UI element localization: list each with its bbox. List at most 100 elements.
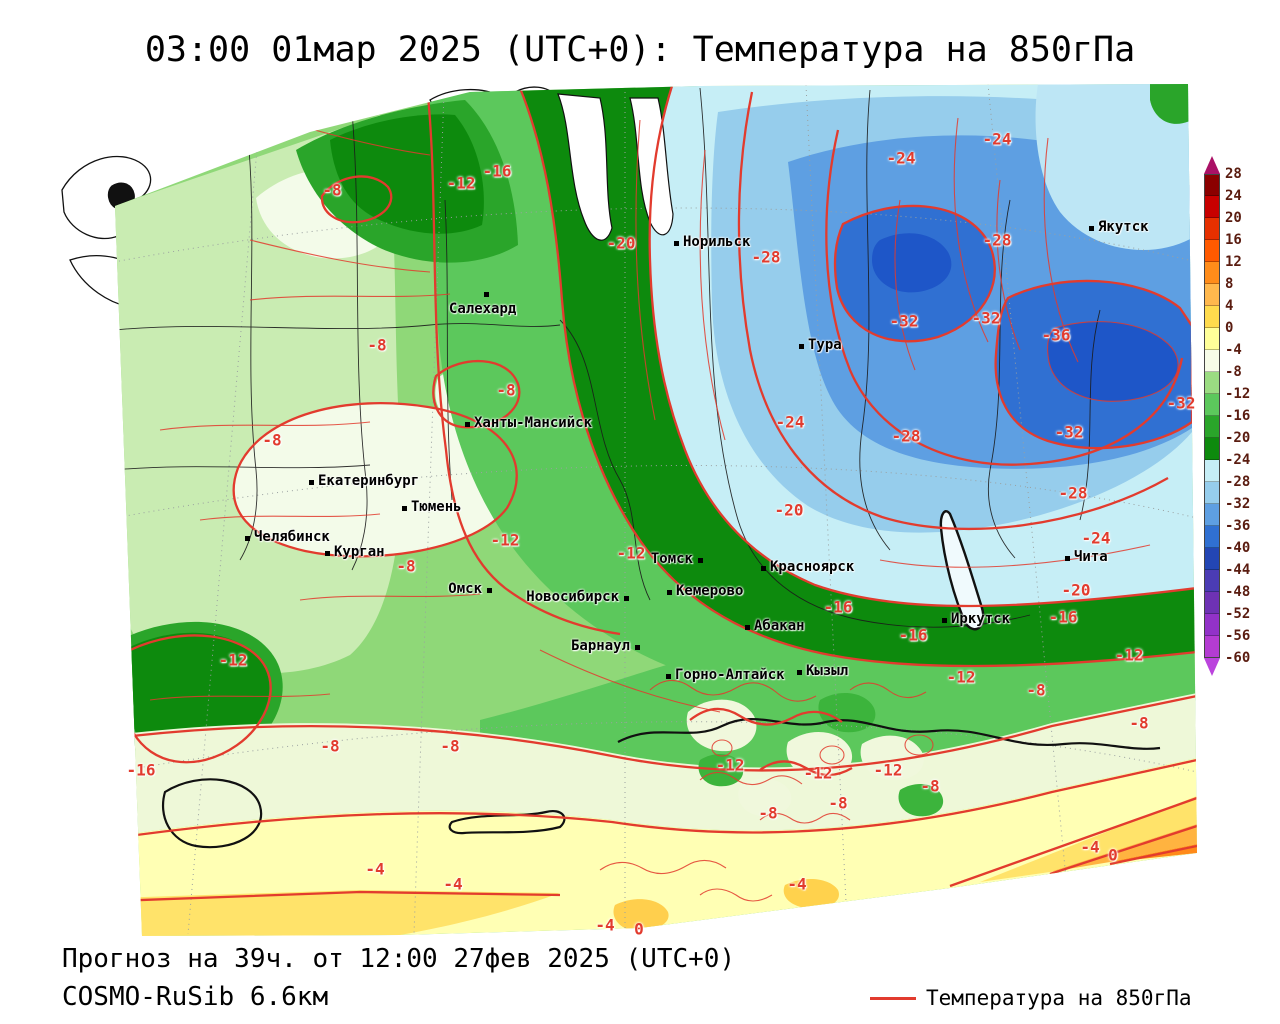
water-bodies	[557, 93, 985, 631]
isotherm-value-label: -28	[982, 230, 1012, 250]
colorbar-tick-label: -48	[1225, 584, 1251, 600]
isotherm-value-label: -8	[758, 803, 778, 823]
colorbar-segment	[1204, 218, 1220, 240]
city-marker	[799, 344, 804, 349]
isotherm-value-label: -8	[1026, 680, 1046, 700]
colorbar-tick-label: -24	[1225, 452, 1251, 468]
colorbar-tick-label: -44	[1225, 562, 1251, 578]
isotherm-value-label: -20	[774, 500, 804, 520]
map-legend: Температура на 850гПа	[870, 986, 1192, 1010]
isotherm-value-label: 0	[1108, 845, 1118, 865]
isotherm-value-label: -16	[898, 625, 928, 645]
city-marker	[666, 674, 671, 679]
city-marker	[635, 645, 640, 650]
colorbar-segment	[1204, 284, 1220, 306]
city-marker	[402, 506, 407, 511]
isotherm-value-label: -16	[126, 760, 156, 780]
isotherm-value-label: -8	[440, 736, 460, 756]
city-label: Чита	[1074, 549, 1108, 565]
colorbar-tick-label: 24	[1225, 188, 1242, 204]
city-label: Горно-Алтайск	[675, 667, 785, 683]
colorbar-tick-label: 28	[1225, 166, 1242, 182]
isotherm-value-label: -8	[320, 736, 340, 756]
isotherm-value-label: -32	[1166, 393, 1196, 413]
city-marker	[1089, 226, 1094, 231]
legend-label: Температура на 850гПа	[926, 986, 1192, 1010]
isotherm-lines-minor	[149, 117, 1179, 902]
city-label: Екатеринбург	[318, 473, 420, 489]
city-marker	[325, 551, 330, 556]
city-label: Кызыл	[806, 663, 849, 679]
city-marker	[674, 241, 679, 246]
colorbar-tick-label: 0	[1225, 320, 1234, 336]
isotherm-value-label: -8	[367, 335, 387, 355]
colorbar-segment	[1204, 240, 1220, 262]
colorbar-segment	[1204, 482, 1220, 504]
colorbar-arrow-up	[1204, 156, 1220, 174]
colorbar-segment	[1204, 350, 1220, 372]
colorbar-tick-label: -4	[1225, 342, 1242, 358]
city-label: Кемерово	[676, 583, 744, 599]
isotherm-value-label: -12	[715, 755, 745, 775]
city-label: Норильск	[683, 234, 751, 250]
city-marker	[698, 558, 703, 563]
isotherm-value-label: -32	[1054, 422, 1084, 442]
isotherm-value-label: -24	[982, 129, 1012, 149]
city-label: Тура	[808, 337, 842, 353]
isotherm-value-label: -8	[828, 793, 848, 813]
isotherm-value-label: -8	[920, 776, 940, 796]
isotherm-value-label: -36	[1041, 325, 1071, 345]
city-marker	[487, 588, 492, 593]
city-marker	[745, 625, 750, 630]
city-label: Тюмень	[411, 499, 462, 515]
colorbar-segment	[1204, 592, 1220, 614]
colorbar-tick-label: -16	[1225, 408, 1251, 424]
isotherm-value-label: -4	[595, 915, 615, 935]
colorbar-tick-label: 12	[1225, 254, 1242, 270]
colorbar-tick-label: -52	[1225, 606, 1251, 622]
isotherm-value-label: -12	[946, 667, 976, 687]
legend-isotherm-line	[870, 996, 916, 1000]
colorbar-tick-label: -8	[1225, 364, 1242, 380]
isotherm-value-label: -32	[971, 308, 1001, 328]
city-label: Иркутск	[951, 611, 1011, 627]
city-label: Барнаул	[570, 638, 630, 654]
isotherm-value-label: -12	[616, 543, 646, 563]
colorbar-segment	[1204, 394, 1220, 416]
colorbar-tick-label: 8	[1225, 276, 1234, 292]
city-label: Абакан	[754, 618, 805, 634]
colorbar-tick-label: -28	[1225, 474, 1251, 490]
city-marker	[667, 590, 672, 595]
isotherm-value-label: 0	[634, 919, 644, 939]
colorbar-segment	[1204, 548, 1220, 570]
isotherm-value-label: -24	[775, 412, 805, 432]
colorbar-tick-label: -56	[1225, 628, 1251, 644]
colorbar-tick-label: -60	[1225, 650, 1251, 666]
city-label: Якутск	[1098, 219, 1149, 235]
isotherm-value-label: -28	[891, 426, 921, 446]
isotherm-value-label: -4	[443, 874, 463, 894]
isotherm-value-label: -16	[482, 161, 512, 181]
colorbar-tick-label: 16	[1225, 232, 1242, 248]
city-marker	[797, 670, 802, 675]
isotherm-value-label: -4	[787, 874, 807, 894]
colorbar-segment	[1204, 636, 1220, 658]
colorbar-segment	[1204, 570, 1220, 592]
colorbar-tick-label: -32	[1225, 496, 1251, 512]
colorbar-segment	[1204, 262, 1220, 284]
city-marker	[942, 618, 947, 623]
colorbar-tick-label: -20	[1225, 430, 1251, 446]
city-marker	[245, 536, 250, 541]
colorbar-arrow-down	[1204, 658, 1220, 676]
colorbar-segment	[1204, 460, 1220, 482]
colorbar-tick-label: -36	[1225, 518, 1251, 534]
isotherm-value-label: -24	[1081, 528, 1111, 548]
graticule-lines	[115, 84, 1197, 935]
isotherm-value-label: -32	[889, 311, 919, 331]
city-label: Челябинск	[254, 529, 330, 545]
city-label: Красноярск	[770, 559, 855, 575]
colorbar-tick-label: 20	[1225, 210, 1242, 226]
colorbar-segment	[1204, 196, 1220, 218]
